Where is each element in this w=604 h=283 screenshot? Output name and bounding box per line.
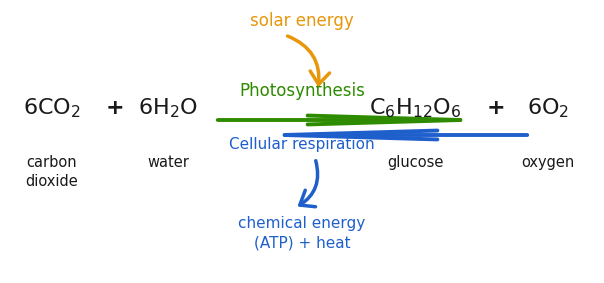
Text: $\rm 6O_2$: $\rm 6O_2$	[527, 96, 569, 120]
Text: $\rm 6H_2O$: $\rm 6H_2O$	[138, 96, 198, 120]
Text: solar energy: solar energy	[250, 12, 354, 30]
Text: $\rm 6CO_2$: $\rm 6CO_2$	[23, 96, 81, 120]
FancyArrowPatch shape	[300, 161, 318, 207]
Text: $\rm C_6H_{12}O_6$: $\rm C_6H_{12}O_6$	[369, 96, 461, 120]
FancyArrowPatch shape	[288, 36, 330, 84]
Text: $\bf +$: $\bf +$	[482, 98, 504, 118]
Text: $\bf +$: $\bf +$	[101, 98, 123, 118]
Text: Cellular respiration: Cellular respiration	[229, 137, 375, 152]
Text: glucose: glucose	[387, 155, 443, 170]
Text: water: water	[147, 155, 189, 170]
Text: Photosynthesis: Photosynthesis	[239, 82, 365, 100]
Text: chemical energy
(ATP) + heat: chemical energy (ATP) + heat	[239, 216, 365, 251]
Text: carbon
dioxide: carbon dioxide	[25, 155, 79, 188]
Text: oxygen: oxygen	[521, 155, 574, 170]
